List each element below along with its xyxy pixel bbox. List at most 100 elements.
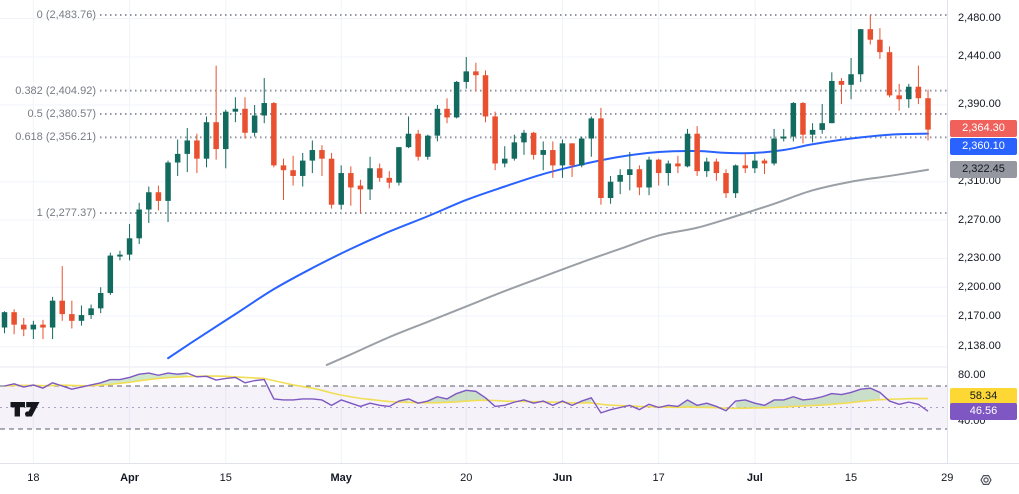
candle-body bbox=[598, 118, 604, 199]
rsi-fill-area bbox=[735, 388, 880, 409]
candle-body bbox=[386, 177, 393, 183]
candle-body bbox=[627, 169, 633, 175]
candle-body bbox=[511, 142, 518, 159]
candle-body bbox=[434, 108, 441, 136]
candle-body bbox=[405, 133, 412, 148]
candle-body bbox=[213, 122, 219, 150]
candle-body bbox=[809, 129, 816, 135]
candle-body bbox=[299, 160, 306, 176]
candle-body bbox=[367, 168, 373, 190]
candle-body bbox=[319, 150, 325, 159]
candle-body bbox=[136, 209, 142, 239]
price-tick-label: 2,170.00 bbox=[958, 309, 1001, 322]
price-badge: 2,322.45 bbox=[950, 161, 1017, 178]
candle-body bbox=[636, 169, 643, 188]
indicator-badge: 58.34 bbox=[950, 388, 1017, 405]
candle-body bbox=[290, 170, 296, 176]
price-axis-separator bbox=[947, 0, 948, 463]
candle-body bbox=[78, 315, 85, 321]
candle-body bbox=[732, 165, 739, 194]
candle-body bbox=[877, 39, 883, 53]
fib-level-label: 0.618 (2,356.21) bbox=[15, 131, 96, 144]
candle-body bbox=[896, 95, 902, 100]
time-tick-label: Apr bbox=[120, 472, 140, 484]
rsi-fill-area bbox=[427, 390, 486, 403]
candle-body bbox=[790, 103, 797, 137]
candle-body bbox=[848, 74, 854, 85]
candle-body bbox=[617, 174, 623, 182]
candle-body bbox=[49, 300, 56, 328]
price-tick-label: 2,270.00 bbox=[958, 213, 1001, 226]
candle-body bbox=[742, 165, 748, 169]
indicator-tick-label: 80.00 bbox=[958, 368, 986, 381]
time-tick-label: 15 bbox=[844, 472, 858, 484]
candle-body bbox=[569, 143, 575, 166]
candle-body bbox=[165, 162, 171, 201]
candle-body bbox=[819, 123, 825, 130]
candle-body bbox=[675, 163, 681, 167]
ma-slow-gray bbox=[325, 168, 930, 366]
candle-body bbox=[1, 312, 8, 328]
candle-body bbox=[761, 160, 768, 164]
candle-body bbox=[396, 147, 402, 183]
candle-body bbox=[271, 103, 277, 166]
candle-body bbox=[40, 324, 46, 328]
indicator-badge: 46.56 bbox=[950, 403, 1017, 420]
candle-body bbox=[69, 314, 75, 321]
candle-body bbox=[463, 71, 470, 82]
candle-body bbox=[20, 324, 27, 330]
time-tick-label: 29 bbox=[941, 472, 954, 484]
time-tick-label: 15 bbox=[219, 472, 232, 484]
candle-body bbox=[444, 108, 450, 118]
price-badge: 2,360.10 bbox=[950, 138, 1017, 155]
candle-body bbox=[453, 81, 460, 118]
candle-body bbox=[925, 98, 931, 130]
candle-body bbox=[415, 133, 421, 157]
candle-body bbox=[655, 159, 662, 174]
candle-body bbox=[251, 115, 258, 133]
candle-body bbox=[492, 116, 498, 164]
candle-body bbox=[607, 181, 614, 199]
candle-body bbox=[906, 86, 912, 100]
rsi-ma-line bbox=[4, 375, 929, 410]
price-tick-label: 2,390.00 bbox=[958, 98, 1001, 111]
candle-body bbox=[194, 140, 200, 159]
candle-body bbox=[97, 292, 104, 309]
candle-body bbox=[550, 150, 556, 166]
candle-body bbox=[88, 308, 94, 316]
candle-body bbox=[530, 132, 537, 155]
candle-body bbox=[540, 150, 546, 155]
candle-body bbox=[107, 255, 114, 293]
fib-level-label: 0.5 (2,380.57) bbox=[27, 108, 97, 120]
candle-body bbox=[223, 111, 229, 150]
price-tick-label: 2,200.00 bbox=[958, 280, 1001, 293]
candle-body bbox=[501, 158, 508, 164]
candle-body bbox=[146, 192, 152, 210]
price-tick-label: 2,138.00 bbox=[958, 340, 1001, 353]
candle-body bbox=[30, 324, 37, 330]
candle-body bbox=[665, 163, 672, 174]
fib-level-label: 1 (2,277.37) bbox=[36, 207, 96, 219]
time-axis-separator bbox=[0, 463, 1019, 464]
candle-body bbox=[309, 150, 316, 161]
candle-body bbox=[425, 135, 431, 157]
candle-body bbox=[473, 71, 479, 76]
price-tick-label: 2,440.00 bbox=[958, 50, 1001, 63]
candle-body bbox=[704, 161, 710, 172]
candle-body bbox=[800, 103, 806, 135]
candle-body bbox=[11, 312, 17, 325]
candle-body bbox=[174, 153, 181, 163]
candle-body bbox=[646, 159, 652, 188]
candle-body bbox=[155, 192, 162, 201]
candle-body bbox=[232, 108, 239, 112]
tradingview-logo-icon[interactable] bbox=[10, 401, 40, 425]
fib-level-label: 0 (2,483.76) bbox=[36, 9, 96, 21]
candle-body bbox=[713, 161, 720, 174]
candle-body bbox=[752, 160, 758, 169]
settings-icon[interactable] bbox=[976, 472, 998, 493]
candle-body bbox=[357, 185, 364, 190]
candle-body bbox=[838, 80, 845, 85]
time-tick-label: 18 bbox=[27, 472, 40, 484]
time-tick-label: Jul bbox=[746, 472, 763, 484]
